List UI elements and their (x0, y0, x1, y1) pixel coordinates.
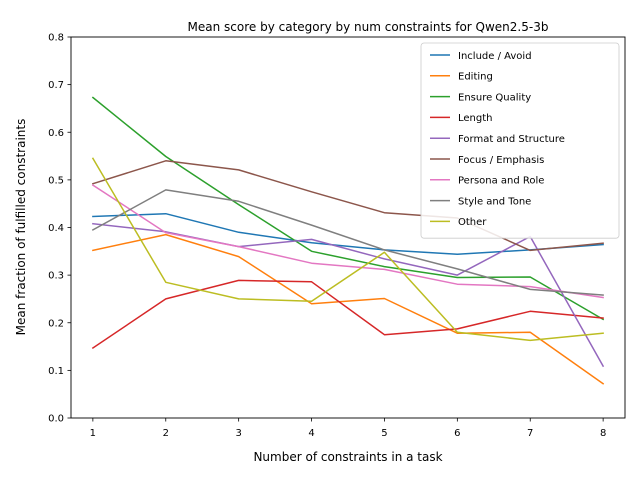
series-lines (91, 96, 605, 385)
series-line-4 (91, 279, 604, 350)
y-axis-ticks: 0.0 0.1 0.2 0.3 0.4 0.5 0.6 0.7 0.8 (48, 33, 71, 425)
y-tick-label: 0.6 (48, 128, 64, 139)
legend-label: Style and Tone (458, 196, 531, 207)
series-line-8 (91, 189, 604, 296)
legend-label: Include / Avoid (458, 51, 532, 62)
legend-label: Editing (458, 72, 493, 83)
chart-title: Mean score by category by num constraint… (188, 20, 549, 34)
legend-label: Ensure Quality (458, 92, 531, 103)
x-tick-label: 7 (527, 428, 533, 439)
x-tick-label: 5 (381, 428, 387, 439)
x-tick-label: 2 (163, 428, 169, 439)
x-tick-label: 8 (600, 428, 606, 439)
y-tick-label: 0.0 (48, 414, 64, 425)
y-tick-label: 0.1 (48, 366, 64, 377)
y-tick-label: 0.3 (48, 271, 64, 282)
x-tick-label: 3 (235, 428, 241, 439)
legend-label: Persona and Role (458, 176, 544, 187)
legend-label: Focus / Emphasis (458, 155, 544, 166)
y-tick-label: 0.4 (48, 223, 64, 234)
y-tick-label: 0.2 (48, 318, 64, 329)
series-line-5 (92, 222, 605, 368)
series-line-9 (91, 157, 604, 342)
series-line-2 (92, 233, 605, 385)
y-tick-label: 0.5 (48, 175, 64, 186)
y-axis-label: Mean fraction of fulfilled constraints (14, 119, 28, 336)
plot-frame (70, 36, 626, 419)
legend-label: Length (458, 113, 493, 124)
x-tick-label: 4 (308, 428, 314, 439)
x-axis-label: Number of constraints in a task (253, 450, 442, 464)
legend: Include / Avoid Editing Ensure Quality Leng… (420, 42, 620, 239)
x-tick-label: 6 (454, 428, 460, 439)
y-tick-label: 0.8 (48, 33, 64, 44)
x-tick-label: 1 (90, 428, 96, 439)
legend-box (420, 42, 620, 239)
legend-label: Other (458, 217, 487, 228)
x-axis-ticks: 1 2 3 4 5 6 7 8 (90, 418, 606, 439)
legend-label: Format and Structure (458, 134, 565, 145)
series-line-3 (91, 96, 605, 321)
series-line-6 (91, 160, 604, 252)
series-line-1 (92, 212, 604, 255)
y-tick-label: 0.7 (48, 80, 64, 91)
